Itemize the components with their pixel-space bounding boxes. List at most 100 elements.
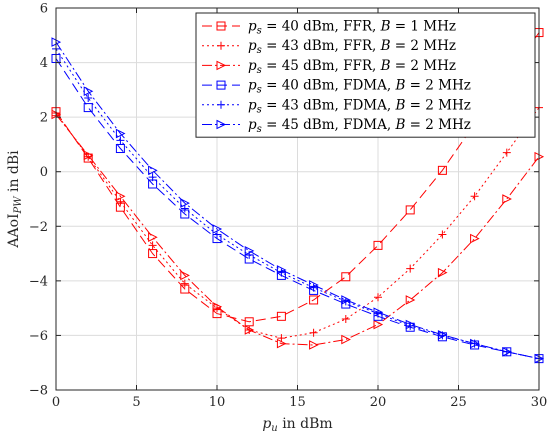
data-point-square [244,317,254,327]
y-tick-label: 0 [40,165,48,180]
data-point-plus [470,192,479,201]
series-line [55,32,540,323]
y-axis-label: AAoIPW in dBi [6,150,24,249]
data-point-plus [438,230,447,239]
data-point-triangle [405,319,416,330]
data-point-plus [148,173,157,182]
data-point-triangle [244,246,255,256]
data-point-square [216,21,226,31]
series-line [55,58,540,360]
data-point-plus [502,148,511,157]
series-line [55,48,540,360]
ticks [55,7,540,391]
data-point-triangle [437,330,448,340]
data-point-square [115,144,125,154]
y-tick-label: 4 [40,56,48,71]
x-axis-label: pu in dBm [262,416,332,434]
legend-item: ps = 43 dBm, FFR, B = 2 MHz [202,38,456,56]
data-point-plus [84,152,93,161]
data-point-triangle [83,150,94,161]
data-point-triangle [216,119,227,130]
data-point-plus [116,136,125,145]
legend-label: ps = 45 dBm, FDMA, B = 2 MHz [248,117,471,135]
y-tick-label: −8 [29,384,48,399]
x-tick-label: 10 [209,395,226,410]
data-point-plus [213,230,221,239]
legend-item: ps = 40 dBm, FFR, B = 1 MHz [202,19,456,37]
data-point-plus [341,315,350,324]
x-tick-label: 30 [531,395,548,410]
data-point-square [373,240,383,250]
y-tick-label: 2 [40,111,48,126]
data-point-plus [374,293,382,302]
data-point-triangle [309,280,319,290]
data-point-plus [309,283,318,292]
series-line [55,41,540,360]
data-point-triangle [148,165,158,176]
data-point-plus [180,204,189,213]
x-tick-label: 15 [289,395,306,410]
legend-item: ps = 40 dBm, FDMA, B = 2 MHz [202,78,471,96]
data-point-plus [217,100,225,109]
x-tick-label: 5 [132,395,140,410]
data-point-triangle [212,301,223,312]
y-tick-label: −4 [29,274,48,289]
data-point-plus [245,250,254,259]
data-point-triangle [502,346,512,357]
data-point-triangle [470,233,480,244]
data-point-triangle [244,325,255,335]
data-point-triangle [180,270,190,281]
data-point-triangle [83,86,94,97]
y-tick-labels: −8 −6 −4 −2 0 2 4 6 [29,2,48,399]
legend-box [195,12,536,138]
data-point-square [276,311,286,321]
data-point-triangle [148,232,158,243]
data-point-triangle [180,198,190,208]
x-tick-labels: 0 5 10 15 20 25 30 [52,395,547,410]
legend-label: ps = 43 dBm, FDMA, B = 2 MHz [248,97,471,115]
data-point-triangle [341,295,351,305]
x-tick-label: 0 [52,395,60,410]
y-tick-label: −2 [29,220,48,235]
data-point-plus [217,41,225,50]
data-point-triangle [212,224,223,234]
data-point-square [83,103,93,113]
data-point-square [216,80,226,90]
legend-item: ps = 45 dBm, FFR, B = 2 MHz [202,58,456,76]
data-point-triangle [373,307,384,318]
data-point-triangle [276,265,287,275]
data-point-square [341,272,351,282]
data-point-plus [180,279,189,288]
x-tick-label: 25 [450,395,467,410]
legend-label: ps = 40 dBm, FFR, B = 1 MHz [248,19,456,37]
data-point-plus [84,94,93,103]
y-tick-label: −6 [29,329,48,344]
data-point-triangle [115,191,126,202]
data-point-plus [406,264,415,273]
data-point-triangle [373,319,384,330]
data-point-triangle [276,338,287,349]
series-layer [51,28,545,364]
data-point-triangle [437,267,448,278]
data-point-square [437,165,447,175]
data-point-triangle [216,60,227,71]
data-point-plus [309,328,318,337]
data-point-triangle [470,338,480,349]
data-point-square [405,205,415,215]
data-point-plus [116,197,125,206]
x-tick-label: 20 [370,395,387,410]
series-line [55,114,540,346]
data-point-plus [406,321,415,330]
data-point-triangle [405,295,416,305]
legend-label: ps = 43 dBm, FFR, B = 2 MHz [248,38,456,56]
series-line [55,107,540,339]
legend-label: ps = 40 dBm, FDMA, B = 2 MHz [248,78,471,96]
legend-item: ps = 45 dBm, FDMA, B = 2 MHz [202,117,471,135]
data-point-triangle [341,334,351,345]
data-point-plus [277,334,286,343]
legend-label: ps = 45 dBm, FFR, B = 2 MHz [248,58,456,76]
data-point-triangle [115,128,126,139]
data-point-plus [148,241,157,250]
